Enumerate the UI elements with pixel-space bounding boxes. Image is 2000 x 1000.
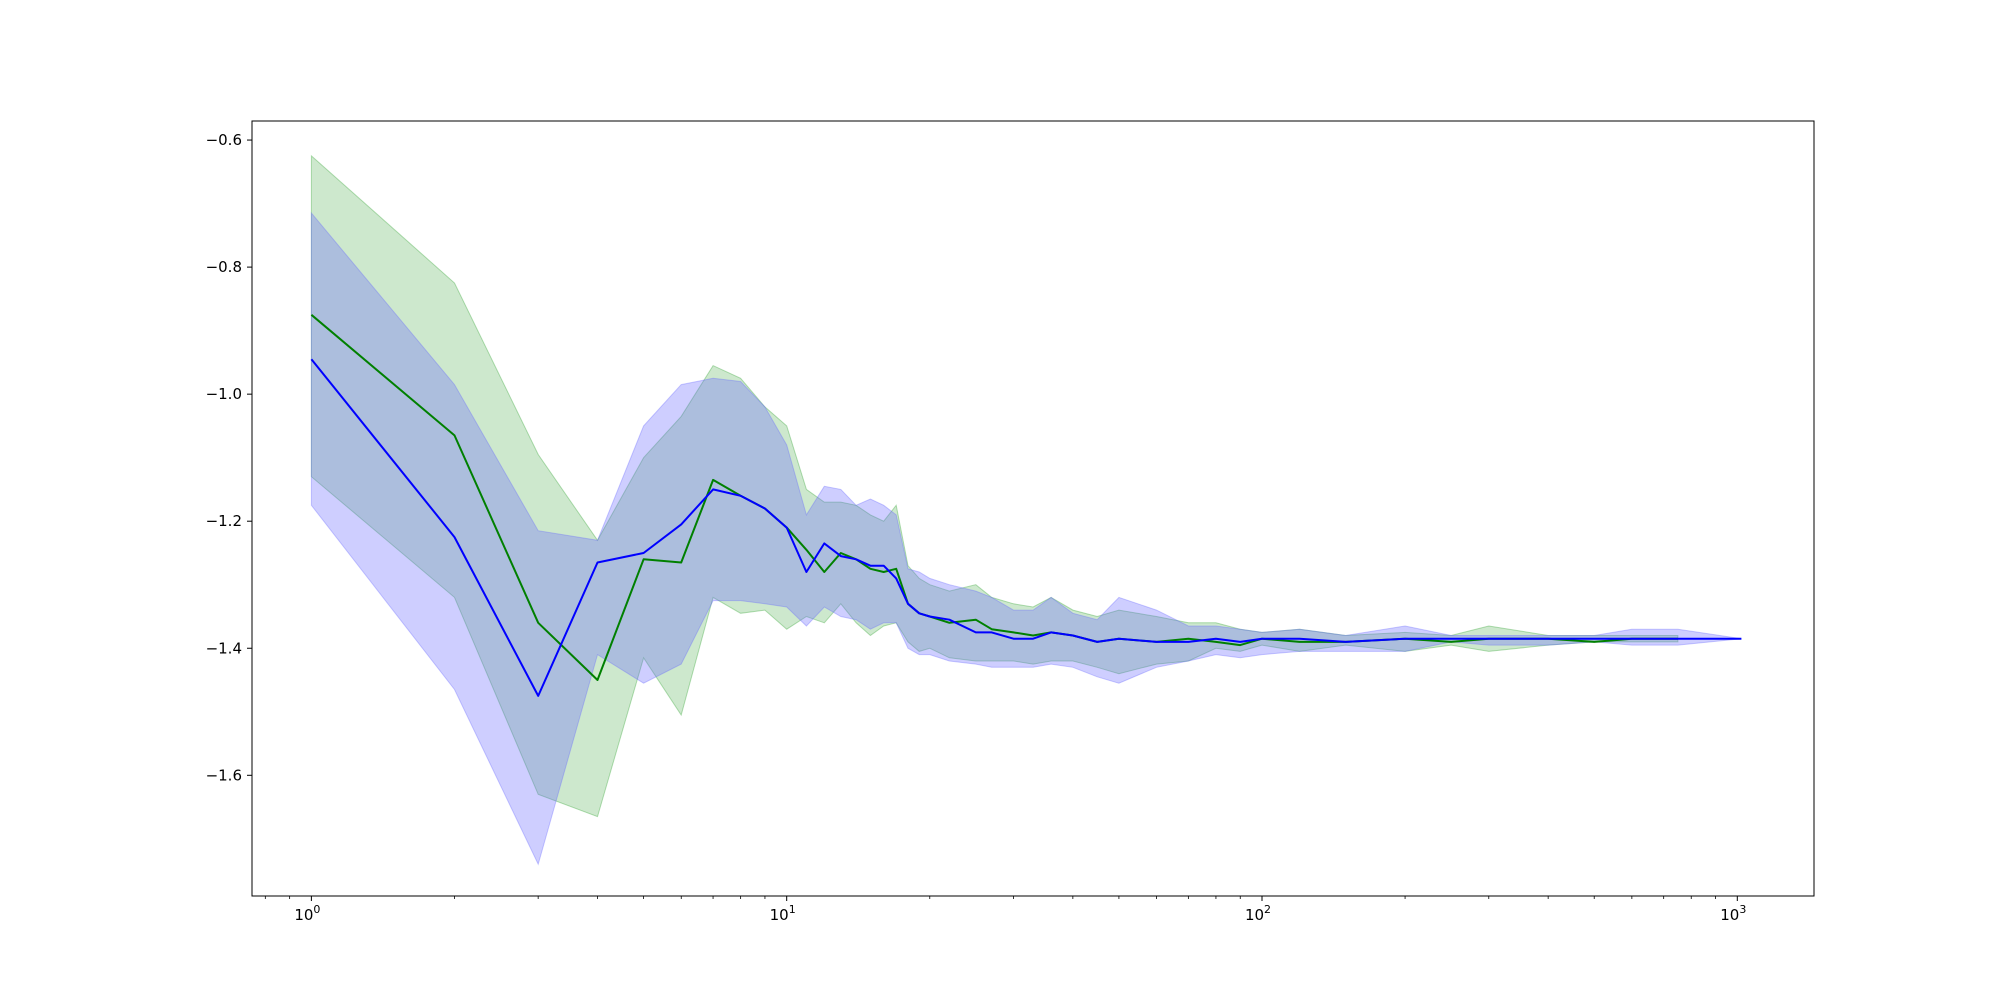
x-axis: 100 101 102 103 [264, 896, 1746, 924]
y-tick-label: −0.6 [206, 131, 242, 149]
y-axis: −0.6 −0.8 −1.0 −1.2 −1.4 −1.6 [206, 131, 252, 784]
axes-frame [251, 120, 1815, 897]
y-tick-label: −1.0 [206, 385, 242, 403]
y-tick-label: −0.8 [206, 258, 242, 276]
series-2-band [310, 211, 1742, 866]
plot-area [310, 154, 1742, 866]
series-1-band [310, 154, 1679, 818]
x-tick-label: 101 [770, 903, 796, 924]
y-tick-label: −1.2 [206, 512, 242, 530]
series-2-line [310, 358, 1742, 697]
x-tick-label: 102 [1245, 903, 1271, 924]
y-tick-label: −1.4 [206, 639, 242, 657]
y-tick-label: −1.6 [206, 766, 242, 784]
x-tick-label: 103 [1720, 903, 1746, 924]
x-tick-label: 100 [294, 903, 320, 924]
